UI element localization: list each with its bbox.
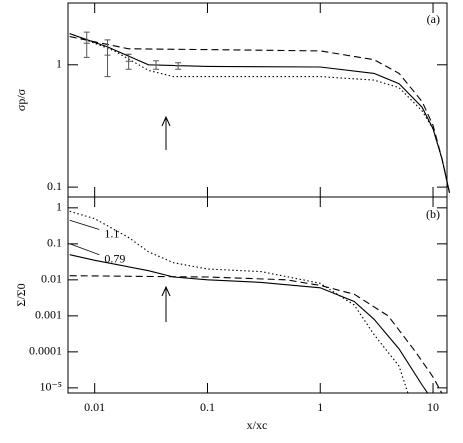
y-axis-label: Σ/Σ0 (14, 283, 28, 306)
x-tick-label: 0.01 (84, 400, 105, 414)
line (69, 36, 451, 193)
line (69, 210, 409, 394)
y-tick-label: 0.1 (47, 236, 62, 250)
panel-b-frame (67, 196, 448, 394)
x-tick-label: 0.1 (200, 400, 215, 414)
y-tick-label: 0.01 (41, 272, 62, 286)
y-tick-label: 1 (56, 200, 62, 214)
panel-label: (a) (427, 12, 440, 26)
line (69, 254, 429, 394)
error-bar (153, 60, 160, 70)
y-tick-label: 0.0001 (29, 344, 62, 358)
line (69, 243, 100, 256)
line (69, 33, 451, 193)
x-axis-label: x/xc (247, 418, 268, 432)
x-tick-label: 10 (427, 400, 439, 414)
y-axis-label: σp/σ (14, 88, 28, 111)
y-tick-label: 1 (56, 57, 62, 71)
line-label: 1.1 (104, 226, 119, 240)
line (69, 219, 100, 230)
arrow-b (161, 285, 171, 322)
panel-a-frame (67, 2, 448, 198)
panel-label: (b) (426, 207, 440, 221)
y-tick-label: 0.1 (47, 179, 62, 193)
line (69, 275, 443, 394)
line (69, 33, 451, 193)
error-bar (104, 39, 111, 78)
line-label: 0.79 (104, 251, 125, 265)
x-tick-label: 1 (317, 400, 323, 414)
arrow-a (161, 115, 171, 150)
y-tick-label: 0.001 (35, 308, 62, 322)
error-bar (175, 62, 182, 70)
error-bar (83, 31, 90, 58)
y-tick-label: 10⁻⁵ (39, 380, 62, 394)
error-bar (125, 53, 132, 70)
